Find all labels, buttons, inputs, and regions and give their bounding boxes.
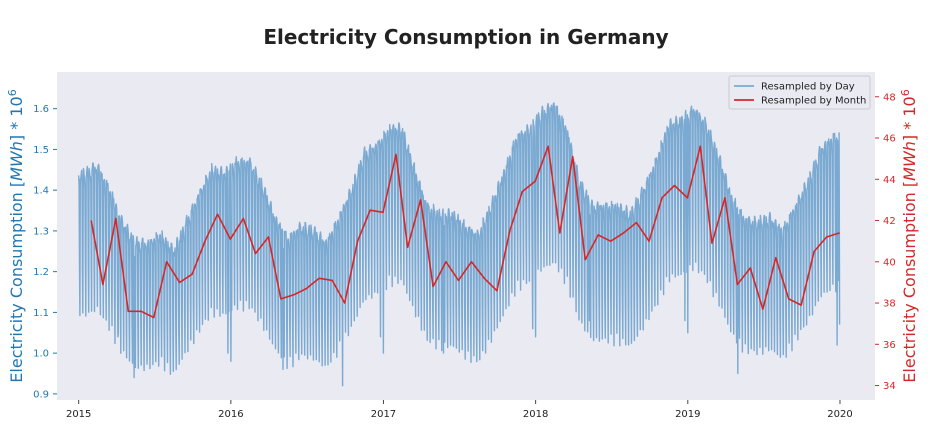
monthly-series-line (90, 145, 840, 319)
legend-box (728, 75, 871, 110)
x-tick-label: 2016 (218, 409, 243, 420)
x-tick-label: 2019 (675, 409, 700, 420)
x-tick-label: 2015 (66, 409, 91, 420)
y-left-tick-label: 1.3 (33, 226, 49, 237)
monthly-series (90, 145, 840, 319)
legend: Resampled by Day Resampled by Month (728, 75, 871, 110)
y-left-tick-label: 1.1 (33, 308, 49, 319)
y-axis-right: 34 36 38 40 42 44 46 48 (875, 92, 896, 392)
x-tick-label: 2020 (827, 409, 852, 420)
y-left-tick-label: 1.0 (33, 349, 49, 360)
y-right-tick-label: 38 (883, 299, 896, 310)
y-right-tick-label: 40 (883, 257, 896, 268)
y-right-tick-label: 44 (883, 175, 896, 186)
y-right-tick-label: 48 (883, 92, 896, 103)
y-left-tick-label: 1.2 (33, 267, 49, 278)
daily-series (78, 102, 841, 387)
x-axis: 2015 2016 2017 2018 2019 2020 (66, 400, 853, 420)
y-axis-left-label: Electricity Consumption [MWh] * 106 (6, 89, 26, 382)
y-left-tick-label: 0.9 (33, 389, 49, 400)
x-tick-label: 2018 (523, 409, 548, 420)
y-right-tick-label: 46 (883, 134, 896, 145)
legend-label-monthly: Resampled by Month (761, 96, 866, 107)
daily-series-line (78, 102, 841, 387)
y-axis-right-label: Electricity Consumption [MWh] * 106 (899, 89, 919, 382)
legend-label-daily: Resampled by Day (761, 82, 855, 93)
chart-title: Electricity Consumption in Germany (263, 25, 668, 49)
y-right-tick-label: 36 (883, 340, 896, 351)
y-right-tick-label: 42 (883, 216, 896, 227)
x-tick-label: 2017 (371, 409, 396, 420)
y-left-tick-label: 1.5 (33, 145, 49, 156)
y-right-tick-label: 34 (883, 381, 896, 392)
y-axis-left: 0.9 1.0 1.1 1.2 1.3 1.4 1.5 1.6 (33, 104, 57, 400)
y-left-tick-label: 1.6 (33, 104, 49, 115)
y-left-tick-label: 1.4 (33, 186, 49, 197)
